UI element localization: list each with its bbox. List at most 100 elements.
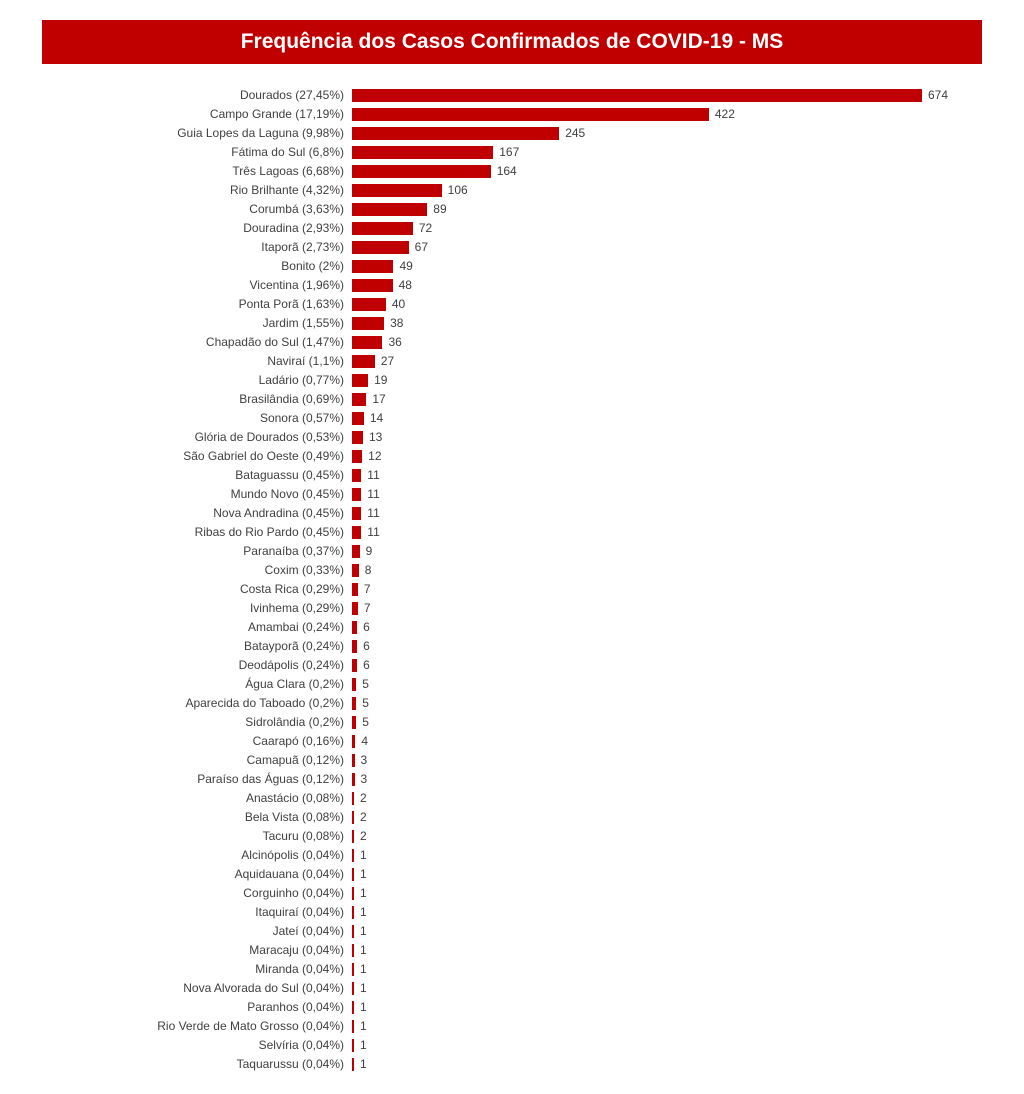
bar-label: Corumbá (3,63%) xyxy=(42,200,352,219)
bar xyxy=(352,412,364,425)
bar-cell: 67 xyxy=(352,238,982,257)
bar-value: 27 xyxy=(375,352,394,371)
bar-row: Costa Rica (0,29%)7 xyxy=(42,580,982,599)
bar-label: Batayporã (0,24%) xyxy=(42,637,352,656)
bar xyxy=(352,298,386,311)
bar-value: 11 xyxy=(361,523,379,542)
bar-value: 1 xyxy=(354,884,367,903)
bar-row: Sonora (0,57%) 14 xyxy=(42,409,982,428)
bar-row: Alcinópolis (0,04%)1 xyxy=(42,846,982,865)
bar-value: 19 xyxy=(368,371,387,390)
bar-label: Aparecida do Taboado (0,2%) xyxy=(42,694,352,713)
bar-cell: 1 xyxy=(352,865,982,884)
bar-label: Paranaíba (0,37%) xyxy=(42,542,352,561)
bar-value: 1 xyxy=(354,1055,367,1074)
bar-cell: 1 xyxy=(352,884,982,903)
bar-value: 1 xyxy=(354,979,367,998)
bar-label: Tacuru (0,08%) xyxy=(42,827,352,846)
bar-label: Chapadão do Sul (1,47%) xyxy=(42,333,352,352)
bar-cell: 49 xyxy=(352,257,982,276)
bar-label: Rio Brilhante (4,32%) xyxy=(42,181,352,200)
bar-cell: 17 xyxy=(352,390,982,409)
bar-value: 40 xyxy=(386,295,405,314)
bar-label: Coxim (0,33%) xyxy=(42,561,352,580)
bar-value: 14 xyxy=(364,409,383,428)
bar-value: 167 xyxy=(493,143,519,162)
bar-row: Selvíria (0,04%)1 xyxy=(42,1036,982,1055)
bar-label: Bataguassu (0,45%) xyxy=(42,466,352,485)
bar-cell: 1 xyxy=(352,922,982,941)
bar xyxy=(352,222,413,235)
bar-cell: 48 xyxy=(352,276,982,295)
bar-row: Sidrolândia (0,2%)5 xyxy=(42,713,982,732)
bar-cell: 2 xyxy=(352,827,982,846)
bar-row: Bela Vista (0,08%)2 xyxy=(42,808,982,827)
bar xyxy=(352,336,382,349)
bar-label: Nova Alvorada do Sul (0,04%) xyxy=(42,979,352,998)
bar-cell: 12 xyxy=(352,447,982,466)
bar-row: São Gabriel do Oeste (0,49%)12 xyxy=(42,447,982,466)
bar-chart: Dourados (27,45%)674Campo Grande (17,19%… xyxy=(42,86,982,1074)
bar-value: 1 xyxy=(354,941,367,960)
bar-value: 38 xyxy=(384,314,403,333)
bar-value: 89 xyxy=(427,200,446,219)
bar xyxy=(352,89,922,102)
bar-value: 72 xyxy=(413,219,432,238)
bar-value: 245 xyxy=(559,124,585,143)
bar-label: Brasilândia (0,69%) xyxy=(42,390,352,409)
bar-row: Bataguassu (0,45%) 11 xyxy=(42,466,982,485)
bar-cell: 1 xyxy=(352,941,982,960)
bar-row: Glória de Dourados (0,53%)13 xyxy=(42,428,982,447)
bar-label: Bela Vista (0,08%) xyxy=(42,808,352,827)
bar-label: Amambai (0,24%) xyxy=(42,618,352,637)
bar-cell: 1 xyxy=(352,998,982,1017)
bar-cell: 1 xyxy=(352,903,982,922)
bar xyxy=(352,488,361,501)
bar-cell: 167 xyxy=(352,143,982,162)
bar-label: Rio Verde de Mato Grosso (0,04%) xyxy=(42,1017,352,1036)
bar xyxy=(352,564,359,577)
bar-value: 8 xyxy=(359,561,372,580)
bar-label: Alcinópolis (0,04%) xyxy=(42,846,352,865)
bar-label: Nova Andradina (0,45%) xyxy=(42,504,352,523)
bar-row: Jardim (1,55%)38 xyxy=(42,314,982,333)
bar-cell: 6 xyxy=(352,618,982,637)
bar-value: 11 xyxy=(361,466,379,485)
bar-value: 5 xyxy=(356,675,369,694)
bar-row: Tacuru (0,08%)2 xyxy=(42,827,982,846)
bar-cell: 19 xyxy=(352,371,982,390)
bar xyxy=(352,374,368,387)
bar-label: Douradina (2,93%) xyxy=(42,219,352,238)
bar-row: Mundo Novo (0,45%)11 xyxy=(42,485,982,504)
chart-title: Frequência dos Casos Confirmados de COVI… xyxy=(42,20,982,64)
bar-cell: 11 xyxy=(352,504,982,523)
bar-cell: 7 xyxy=(352,580,982,599)
bar-row: Caarapó (0,16%)4 xyxy=(42,732,982,751)
bar-cell: 5 xyxy=(352,713,982,732)
bar-label: Água Clara (0,2%) xyxy=(42,675,352,694)
bar-label: Sonora (0,57%) xyxy=(42,409,352,428)
bar-cell: 11 xyxy=(352,523,982,542)
bar-label: Ladário (0,77%) xyxy=(42,371,352,390)
bar xyxy=(352,260,393,273)
bar xyxy=(352,450,362,463)
bar-cell: 13 xyxy=(352,428,982,447)
bar-row: Taquarussu (0,04%)1 xyxy=(42,1055,982,1074)
bar-label: Aquidauana (0,04%) xyxy=(42,865,352,884)
bar-cell: 27 xyxy=(352,352,982,371)
bar-value: 67 xyxy=(409,238,428,257)
bar-label: Taquarussu (0,04%) xyxy=(42,1055,352,1074)
bar-value: 106 xyxy=(442,181,468,200)
bar-cell: 11 xyxy=(352,485,982,504)
bar-cell: 36 xyxy=(352,333,982,352)
bar-label: Bonito (2%) xyxy=(42,257,352,276)
bar-value: 7 xyxy=(358,580,371,599)
bar-label: Ponta Porã (1,63%) xyxy=(42,295,352,314)
bar-cell: 1 xyxy=(352,1036,982,1055)
bar-value: 11 xyxy=(361,485,379,504)
bar-cell: 6 xyxy=(352,637,982,656)
bar-value: 1 xyxy=(354,998,367,1017)
bar-label: Dourados (27,45%) xyxy=(42,86,352,105)
bar-row: Paranhos (0,04%)1 xyxy=(42,998,982,1017)
bar-value: 2 xyxy=(354,827,367,846)
